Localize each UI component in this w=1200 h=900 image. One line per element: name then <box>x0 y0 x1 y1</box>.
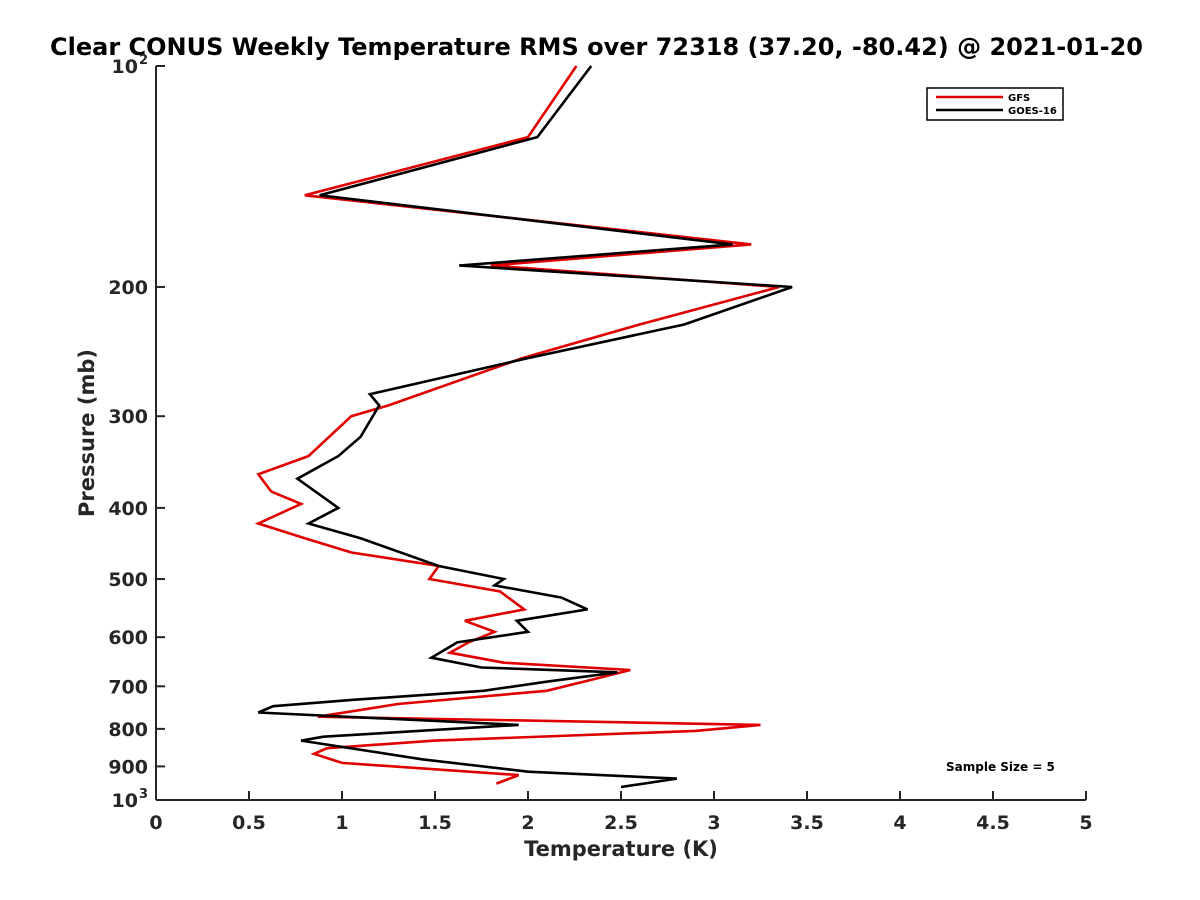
x-tick-label: 1.5 <box>418 812 452 834</box>
series-lines <box>254 65 793 789</box>
x-tick-label: 3.5 <box>790 812 824 834</box>
y-tick-label: 800 <box>108 719 148 741</box>
legend-box <box>926 87 1064 121</box>
x-tick-label: 2 <box>521 812 534 834</box>
y-tick-label: 700 <box>108 676 148 698</box>
sample-size-annotation: Sample Size = 5 <box>946 760 1055 774</box>
y-tick-label: 300 <box>108 406 148 428</box>
legend-label-gfs: GFS <box>1008 93 1030 104</box>
x-tick-label: 5 <box>1079 812 1092 834</box>
x-tick-label: 2.5 <box>604 812 638 834</box>
y-tick-label: 900 <box>108 756 148 778</box>
legend-label-goes-16: GOES-16 <box>1008 106 1057 117</box>
x-tick-label: 0.5 <box>232 812 266 834</box>
y-tick-label: 400 <box>108 498 148 520</box>
y-tick-exponent: 2 <box>139 53 148 68</box>
y-tick-label: 10 <box>112 790 138 812</box>
y-tick-label: 200 <box>108 277 148 299</box>
legend: GFS GOES-16 <box>926 87 1064 121</box>
x-tick-label: 0 <box>149 812 162 834</box>
x-tick-label: 1 <box>335 812 348 834</box>
plot-area: 0 0.5 1 1.5 2 2.5 3 3.5 4 4.5 5 10 2200300400500600… <box>108 53 1092 834</box>
y-tick-label: 500 <box>108 569 148 591</box>
y-tick-label: 600 <box>108 627 148 649</box>
chart-title: Clear CONUS Weekly Temperature RMS over … <box>50 33 1143 61</box>
x-tick-label: 4.5 <box>976 812 1010 834</box>
x-axis-label: Temperature (K) <box>524 837 718 861</box>
y-axis-label: Pressure (mb) <box>75 349 99 517</box>
y-tick-label: 10 <box>112 56 138 78</box>
y-tick-exponent: 3 <box>139 787 148 802</box>
x-axis-ticks: 0 0.5 1 1.5 2 2.5 3 3.5 4 4.5 5 <box>149 791 1093 834</box>
x-tick-label: 3 <box>707 812 720 834</box>
x-tick-label: 4 <box>893 812 906 834</box>
